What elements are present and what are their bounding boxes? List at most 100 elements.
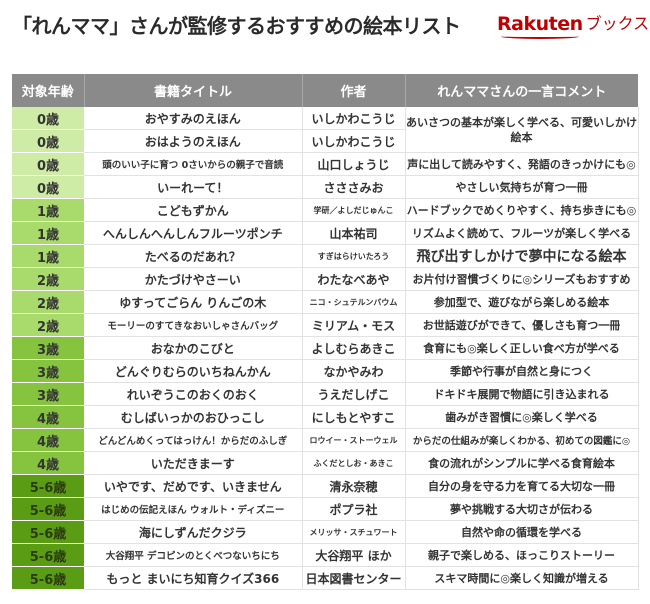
- comment-cell: ドキドキ展開で物語に引き込まれる: [405, 382, 639, 406]
- comment-cell: ハードブックでめくりやすく、持ち歩きにも◎: [405, 198, 639, 222]
- rakuten-books-logo[interactable]: Rakuten ブックス: [497, 13, 650, 39]
- age-cell: 3歳: [12, 359, 84, 383]
- age-cell: 4歳: [12, 451, 84, 475]
- column-header-title: 書籍タイトル: [84, 74, 303, 107]
- title-cell: たべるのだあれ？: [84, 244, 303, 268]
- table-row: 4歳 どんどんめくってはっけん！からだのふしぎ ロウイー・ストーウェル からだの…: [12, 428, 639, 452]
- age-cell: 2歳: [12, 267, 84, 291]
- author-cell: さささみお: [302, 175, 406, 199]
- table-row: 5-6歳 もっと まいにち知育クイズ366 日本図書センター スキマ時間に◎楽し…: [12, 566, 639, 590]
- table-row: 4歳 むしばいっかのおひっこし にしもとやすこ 歯みがき習慣に◎楽しく学べる: [12, 405, 639, 429]
- comment-cell: 参加型で、遊びながら楽しめる絵本: [405, 290, 639, 314]
- age-cell: 2歳: [12, 313, 84, 337]
- table-row: 1歳 こどもずかん 学研／よしだじゅんこ ハードブックでめくりやすく、持ち歩きに…: [12, 198, 639, 222]
- title-cell: はじめの伝記えほん ウォルト・ディズニー: [84, 497, 303, 521]
- comment-cell: 自然や命の循環を学べる: [405, 520, 639, 544]
- table-row: 1歳 たべるのだあれ？ すぎはらけいたろう 飛び出すしかけで夢中になる絵本: [12, 244, 639, 268]
- author-cell: ロウイー・ストーウェル: [302, 428, 406, 452]
- title-cell: こどもずかん: [84, 198, 303, 222]
- table-row: 3歳 れいぞうこのおくのおく うえだしげこ ドキドキ展開で物語に引き込まれる: [12, 382, 639, 406]
- table-row: 0歳 おはようのえほん いしかわこうじ: [12, 129, 638, 153]
- table-row: 5-6歳 海にしずんだクジラ メリッサ・スチュワート 自然や命の循環を学べる: [12, 520, 639, 544]
- age-cell: 0歳: [12, 152, 84, 176]
- title-cell: 大谷翔平 デコピンのとくべつないちにち: [84, 543, 303, 567]
- author-cell: ふくだとしお・あきこ: [302, 451, 406, 475]
- table-row: 5-6歳 大谷翔平 デコピンのとくべつないちにち 大谷翔平 ほか 親子で楽しめる…: [12, 543, 639, 567]
- table-row: 0歳 おやすみのえほん いしかわこうじ あいさつの基本が楽しく学べる、可愛いしか…: [12, 107, 639, 153]
- age-cell: 4歳: [12, 428, 84, 452]
- logo-brand: Rakuten: [497, 13, 583, 39]
- title-cell: へんしんへんしんフルーツポンチ: [84, 221, 303, 245]
- age-cell: 1歳: [12, 221, 84, 245]
- book-list-table: 対象年齢 書籍タイトル 作者 れんママさんの一言コメント 0歳 おやすみのえほん…: [12, 74, 639, 590]
- table-row: 3歳 どんぐりむらのいちねんかん なかやみわ 季節や行事が自然と身につく: [12, 359, 639, 383]
- age-cell: 1歳: [12, 244, 84, 268]
- page-title: 「れんママ」さんが監修するおすすめの絵本リスト: [12, 14, 461, 38]
- age-cell: 3歳: [12, 382, 84, 406]
- table-header-row: 対象年齢 書籍タイトル 作者 れんママさんの一言コメント: [12, 74, 638, 107]
- age-cell: 2歳: [12, 290, 84, 314]
- table-row: 0歳 いーれーて！ さささみお やさしい気持ちが育つ一冊: [12, 175, 639, 199]
- author-cell: 学研／よしだじゅんこ: [302, 198, 406, 222]
- author-cell: 日本図書センター: [302, 566, 406, 590]
- author-cell: なかやみわ: [302, 359, 406, 383]
- comment-cell: 歯みがき習慣に◎楽しく学べる: [405, 405, 639, 429]
- comment-cell: 食の流れがシンプルに学べる食育絵本: [405, 451, 639, 475]
- age-cell: 1歳: [12, 198, 84, 222]
- title-cell: かたづけやさーい: [84, 267, 303, 291]
- age-cell: 5-6歳: [12, 497, 84, 521]
- table-row: 5-6歳 はじめの伝記えほん ウォルト・ディズニー ポプラ社 夢や挑戦する大切さ…: [12, 497, 639, 521]
- age-cell: 0歳: [12, 175, 84, 199]
- comment-cell: あいさつの基本が楽しく学べる、可愛いしかけ絵本: [405, 107, 639, 153]
- title-cell: いーれーて！: [84, 175, 303, 199]
- comment-cell: 声に出して読みやすく、発語のきっかけにも◎: [405, 152, 639, 176]
- title-cell: 海にしずんだクジラ: [84, 520, 303, 544]
- comment-cell: 季節や行事が自然と身につく: [405, 359, 639, 383]
- comment-cell: 飛び出すしかけで夢中になる絵本: [405, 244, 639, 268]
- title-cell: むしばいっかのおひっこし: [84, 405, 303, 429]
- title-cell: モーリーのすてきなおいしゃさんバッグ: [84, 313, 303, 337]
- comment-cell: スキマ時間に◎楽しく知識が増える: [405, 566, 639, 590]
- title-cell: どんどんめくってはっけん！からだのふしぎ: [84, 428, 303, 452]
- author-cell: 大谷翔平 ほか: [302, 543, 406, 567]
- age-cell: 0歳: [12, 129, 84, 153]
- age-cell: 5-6歳: [12, 543, 84, 567]
- author-cell: よしむらあきこ: [302, 336, 406, 360]
- age-cell: 5-6歳: [12, 566, 84, 590]
- table-row: 1歳 へんしんへんしんフルーツポンチ 山本祐司 リズムよく読めて、フルーツが楽し…: [12, 221, 639, 245]
- author-cell: いしかわこうじ: [302, 129, 406, 153]
- title-cell: 頭のいい子に育つ 0さいからの親子で音読: [84, 152, 303, 176]
- age-cell: 5-6歳: [12, 520, 84, 544]
- author-cell: 山口しょうじ: [302, 152, 406, 176]
- author-cell: メリッサ・スチュワート: [302, 520, 406, 544]
- author-cell: すぎはらけいたろう: [302, 244, 406, 268]
- age-cell: 3歳: [12, 336, 84, 360]
- table-row: 0歳 頭のいい子に育つ 0さいからの親子で音読 山口しょうじ 声に出して読みやす…: [12, 152, 639, 176]
- comment-cell: 自分の身を守る力を育てる大切な一冊: [405, 474, 639, 498]
- author-cell: ポプラ社: [302, 497, 406, 521]
- comment-cell: 食育にも◎楽しく正しい食べ方が学べる: [405, 336, 639, 360]
- comment-cell: 親子で楽しめる、ほっこりストーリー: [405, 543, 639, 567]
- title-cell: おなかのこびと: [84, 336, 303, 360]
- comment-cell: リズムよく読めて、フルーツが楽しく学べる: [405, 221, 639, 245]
- table-row: 2歳 ゆすってごらん りんごの木 ニコ・シュテルンバウム 参加型で、遊びながら楽…: [12, 290, 639, 314]
- age-cell: 5-6歳: [12, 474, 84, 498]
- title-cell: いやです、だめです、いきません: [84, 474, 303, 498]
- author-cell: わたなべあや: [302, 267, 406, 291]
- logo-sub: ブックス: [585, 14, 650, 33]
- author-cell: うえだしげこ: [302, 382, 406, 406]
- comment-cell: お世話遊びができて、優しさも育つ一冊: [405, 313, 639, 337]
- column-header-age: 対象年齢: [12, 74, 85, 107]
- table-row: 3歳 おなかのこびと よしむらあきこ 食育にも◎楽しく正しい食べ方が学べる: [12, 336, 639, 360]
- author-cell: にしもとやすこ: [302, 405, 406, 429]
- comment-cell: 夢や挑戦する大切さが伝わる: [405, 497, 639, 521]
- author-cell: いしかわこうじ: [302, 107, 406, 130]
- table-row: 5-6歳 いやです、だめです、いきません 清永奈穂 自分の身を守る力を育てる大切…: [12, 474, 639, 498]
- title-cell: ゆすってごらん りんごの木: [84, 290, 303, 314]
- title-cell: おやすみのえほん: [84, 107, 303, 130]
- comment-cell: からだの仕組みが楽しくわかる、初めての図鑑に◎: [405, 428, 639, 452]
- table-row: 2歳 かたづけやさーい わたなべあや お片付け習慣づくりに◎シリーズもおすすめ: [12, 267, 639, 291]
- age-cell: 0歳: [12, 107, 84, 130]
- title-cell: もっと まいにち知育クイズ366: [84, 566, 303, 590]
- title-cell: どんぐりむらのいちねんかん: [84, 359, 303, 383]
